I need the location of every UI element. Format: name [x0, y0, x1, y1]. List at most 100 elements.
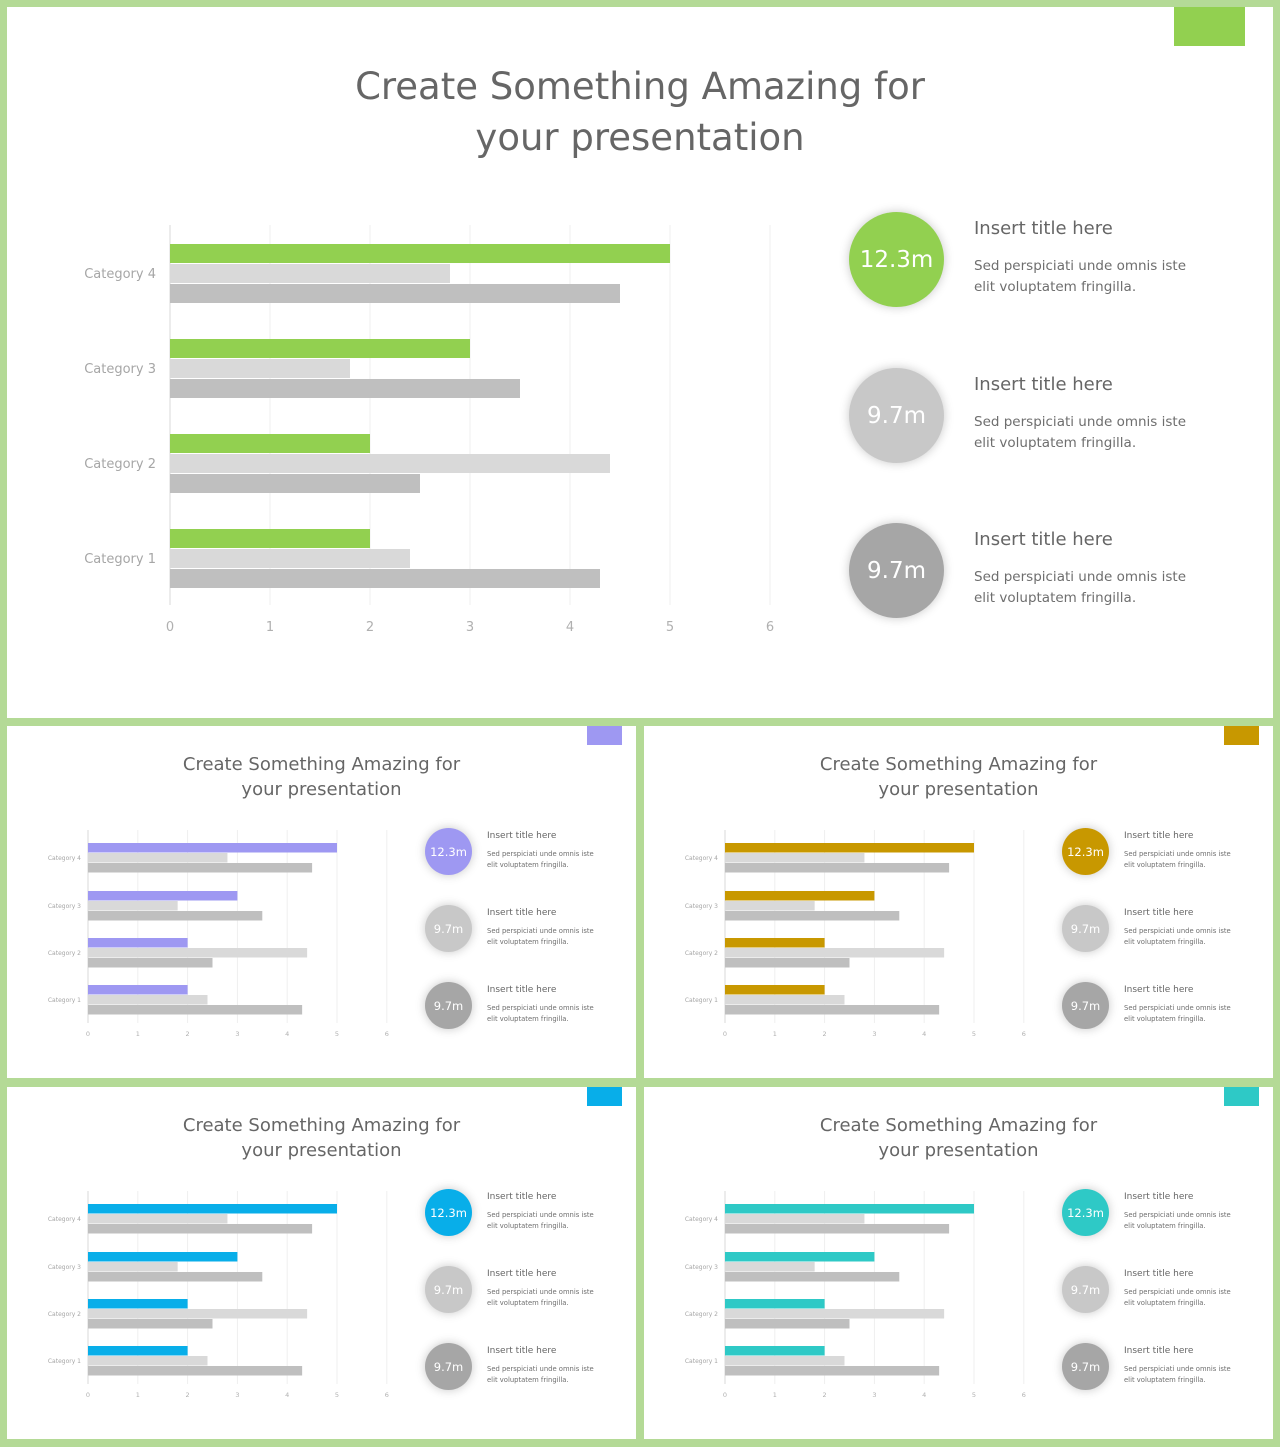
tick-label: 5: [972, 1391, 976, 1399]
category-label: Category 1: [685, 1358, 718, 1365]
stat-item: 9.7m Insert title here Sed perspiciati und…: [1062, 1343, 1273, 1398]
category-label: Category 2: [84, 457, 156, 472]
stat-body: Sed perspiciati unde omnis iste elit vol…: [1124, 1211, 1231, 1230]
stat-body: Sed perspiciati unde omnis iste elit vol…: [1124, 1365, 1231, 1384]
stat-item: 9.7m Insert title here Sed perspiciati und…: [425, 1343, 636, 1398]
tick-label: 0: [86, 1030, 90, 1038]
bar: [88, 985, 188, 995]
stat-item: 9.7m Insert title here Sed perspiciati und…: [425, 1266, 636, 1321]
tick-label: 6: [385, 1030, 389, 1038]
stat-item: 9.7m Insert title here Sed perspiciati und…: [849, 523, 1229, 633]
bar: [88, 1262, 178, 1272]
bar: [88, 1252, 238, 1262]
stat-title: Insert title here: [487, 985, 557, 995]
stat-circle: 12.3m: [849, 212, 944, 307]
title-line-1: Create Something Amazing for: [819, 1115, 1098, 1136]
stat-circle: 9.7m: [425, 982, 472, 1029]
bar: [725, 901, 815, 911]
category-label: Category 3: [84, 362, 156, 377]
title-line-2: your presentation: [241, 1140, 402, 1161]
slide-title: Create Something Amazing for your presen…: [7, 752, 636, 802]
bar: [725, 891, 875, 901]
stat-title: Insert title here: [1124, 908, 1194, 918]
bar: [725, 1272, 900, 1282]
stat-title: Insert title here: [487, 1346, 557, 1356]
slide-title: Create Something Amazing for your presen…: [7, 61, 1273, 163]
stat-circle: 9.7m: [1062, 1266, 1109, 1313]
bar: [88, 1224, 313, 1234]
title-line-1: Create Something Amazing for: [182, 754, 461, 775]
tick-label: 2: [186, 1391, 190, 1399]
tick-label: 4: [922, 1391, 926, 1399]
stat-title: Insert title here: [974, 218, 1113, 239]
slide-main: Create Something Amazing for your presen…: [7, 7, 1273, 718]
tick-label: 5: [335, 1030, 339, 1038]
stat-circle: 9.7m: [1062, 1343, 1109, 1390]
tick-label: 1: [136, 1030, 140, 1038]
slide-blue: Create Something Amazing for your presen…: [7, 1087, 636, 1439]
tick-label: 4: [285, 1030, 289, 1038]
stat-circle: 9.7m: [425, 905, 472, 952]
bar: [725, 995, 845, 1005]
title-line-1: Create Something Amazing for: [182, 1115, 461, 1136]
category-label: Category 3: [685, 1264, 718, 1271]
bar: [170, 244, 670, 263]
stat-circle: 12.3m: [1062, 828, 1109, 875]
stat-item: 9.7m Insert title here Sed perspiciati und…: [1062, 1266, 1273, 1321]
bar: [170, 379, 520, 398]
bar: [725, 1224, 950, 1234]
stat-body: Sed perspiciati unde omnis iste elit vol…: [487, 850, 594, 869]
category-label: Category 1: [48, 1358, 81, 1365]
stat-body: Sed perspiciati unde omnis iste elit vol…: [487, 927, 594, 946]
stat-item: 9.7m Insert title here Sed perspiciati und…: [1062, 905, 1273, 960]
title-line-1: Create Something Amazing for: [355, 65, 925, 108]
bar: [88, 1366, 303, 1376]
bar: [88, 1005, 303, 1015]
title-line-2: your presentation: [878, 779, 1039, 800]
bar: [725, 1319, 850, 1329]
stat-body: Sed perspiciati unde omnis iste elit vol…: [1124, 927, 1231, 946]
tick-label: 1: [266, 620, 274, 635]
bar: [88, 1356, 208, 1366]
bar: [170, 529, 370, 548]
bar: [725, 1204, 974, 1214]
tick-label: 6: [1022, 1391, 1026, 1399]
stat-item: 12.3m Insert title here Sed perspiciati un…: [425, 828, 636, 883]
bar: [725, 1252, 875, 1262]
bar: [88, 1319, 213, 1329]
bar: [88, 1309, 308, 1319]
bar: [725, 985, 825, 995]
stat-item: 9.7m Insert title here Sed perspiciati und…: [849, 368, 1229, 478]
bar: [170, 569, 600, 588]
category-label: Category 2: [685, 950, 718, 957]
stat-item: 9.7m Insert title here Sed perspiciati und…: [1062, 982, 1273, 1037]
category-label: Category 4: [685, 1216, 718, 1223]
stat-title: Insert title here: [1124, 985, 1194, 995]
slide-purple: Create Something Amazing for your presen…: [7, 726, 636, 1078]
tick-label: 1: [773, 1030, 777, 1038]
bar: [725, 1309, 945, 1319]
bar: [725, 853, 865, 863]
stat-body: Sed perspiciati unde omnis iste elit vol…: [974, 569, 1186, 606]
stat-item: 12.3m Insert title here Sed perspiciati un…: [1062, 828, 1273, 883]
stat-body: Sed perspiciati unde omnis iste elit vol…: [487, 1004, 594, 1023]
bar: [725, 863, 950, 873]
stat-circle: 9.7m: [1062, 905, 1109, 952]
bar-chart: 0 1 2 3 4 5 6 Category 1 Category 2 Category 3 Cat…: [48, 1191, 389, 1399]
category-label: Category 3: [685, 903, 718, 910]
tick-label: 6: [1022, 1030, 1026, 1038]
stat-body: Sed perspiciati unde omnis iste elit vol…: [487, 1365, 594, 1384]
tick-label: 5: [335, 1391, 339, 1399]
bar: [725, 1299, 825, 1309]
stat-title: Insert title here: [974, 529, 1113, 550]
tick-label: 1: [136, 1391, 140, 1399]
category-label: Category 3: [48, 1264, 81, 1271]
bar: [725, 1262, 815, 1272]
category-label: Category 4: [84, 267, 156, 282]
stat-body: Sed perspiciati unde omnis iste elit vol…: [1124, 1288, 1231, 1307]
stat-item: 12.3m Insert title here Sed perspiciati un…: [849, 212, 1229, 322]
tick-label: 0: [723, 1391, 727, 1399]
category-label: Category 2: [685, 1311, 718, 1318]
stat-circle: 9.7m: [1062, 982, 1109, 1029]
bar: [725, 1346, 825, 1356]
